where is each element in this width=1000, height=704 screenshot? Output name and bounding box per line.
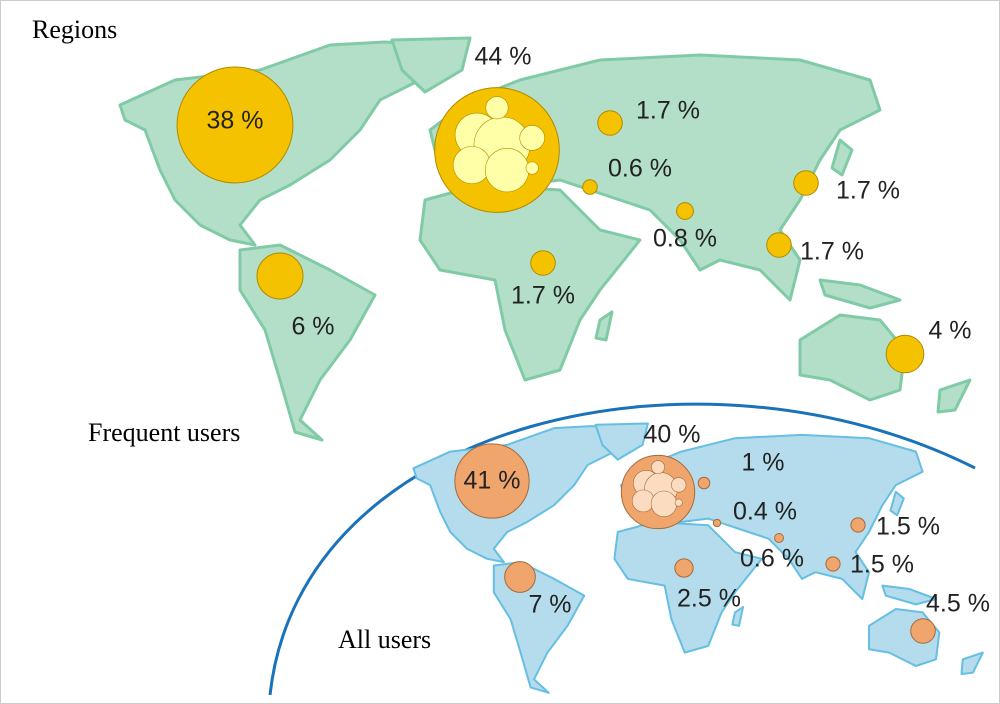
bubble-label: 0.8 % (653, 225, 717, 253)
bubble-label: 41 % (464, 467, 521, 495)
bubble-label: 1.5 % (876, 513, 940, 541)
bubble (885, 334, 925, 374)
bubble (582, 179, 598, 195)
title: Regions (32, 15, 117, 44)
bubble (676, 202, 694, 220)
bubble-label: 4 % (928, 317, 971, 345)
sub-bubble (671, 477, 687, 493)
bubble-label: 1.7 % (836, 177, 900, 205)
sub-bubble (452, 146, 491, 185)
bubble (910, 618, 936, 644)
bubble (530, 250, 556, 276)
sub-bubble (650, 490, 678, 517)
bubble-label: 0.4 % (733, 498, 797, 526)
bubble-label: 4.5 % (926, 590, 990, 618)
bubble-label: 38 % (207, 107, 264, 135)
bubble-label: 2.5 % (677, 585, 741, 613)
bubble (504, 561, 536, 593)
sub-bubble (485, 96, 509, 120)
bubble (176, 66, 294, 184)
bubble (674, 558, 694, 578)
bubble (697, 476, 711, 490)
bubble (766, 232, 792, 258)
sub-bubble (631, 489, 655, 513)
bubble-label: 1.7 % (636, 97, 700, 125)
bubble-label: 0.6 % (740, 545, 804, 573)
sub-bubble (525, 161, 539, 175)
bubble (454, 443, 530, 519)
sub-bubble (484, 147, 530, 193)
bubble-label: 7 % (528, 591, 571, 619)
panel-label: All users (338, 625, 431, 654)
bubble-label: 1.7 % (800, 238, 864, 266)
bubble (256, 252, 304, 300)
sub-bubble (519, 125, 545, 151)
bubble-label: 1 % (741, 449, 784, 477)
bubble-label: 6 % (291, 313, 334, 341)
bubble-label: 40 % (644, 421, 701, 449)
panel-label: Frequent users (88, 418, 240, 447)
sub-bubble (674, 498, 683, 507)
bubble (712, 518, 722, 528)
bubble (597, 110, 623, 136)
bubble-label: 0.6 % (608, 155, 672, 183)
bubble (774, 533, 784, 543)
bubble (850, 517, 866, 533)
bubble-label: 44 % (475, 43, 532, 71)
sub-bubble (651, 460, 665, 475)
bubble (793, 170, 819, 196)
bubble-label: 1.7 % (511, 282, 575, 310)
bubble (825, 556, 841, 572)
bubble-label: 1.5 % (850, 551, 914, 579)
divider-arc (268, 402, 976, 696)
